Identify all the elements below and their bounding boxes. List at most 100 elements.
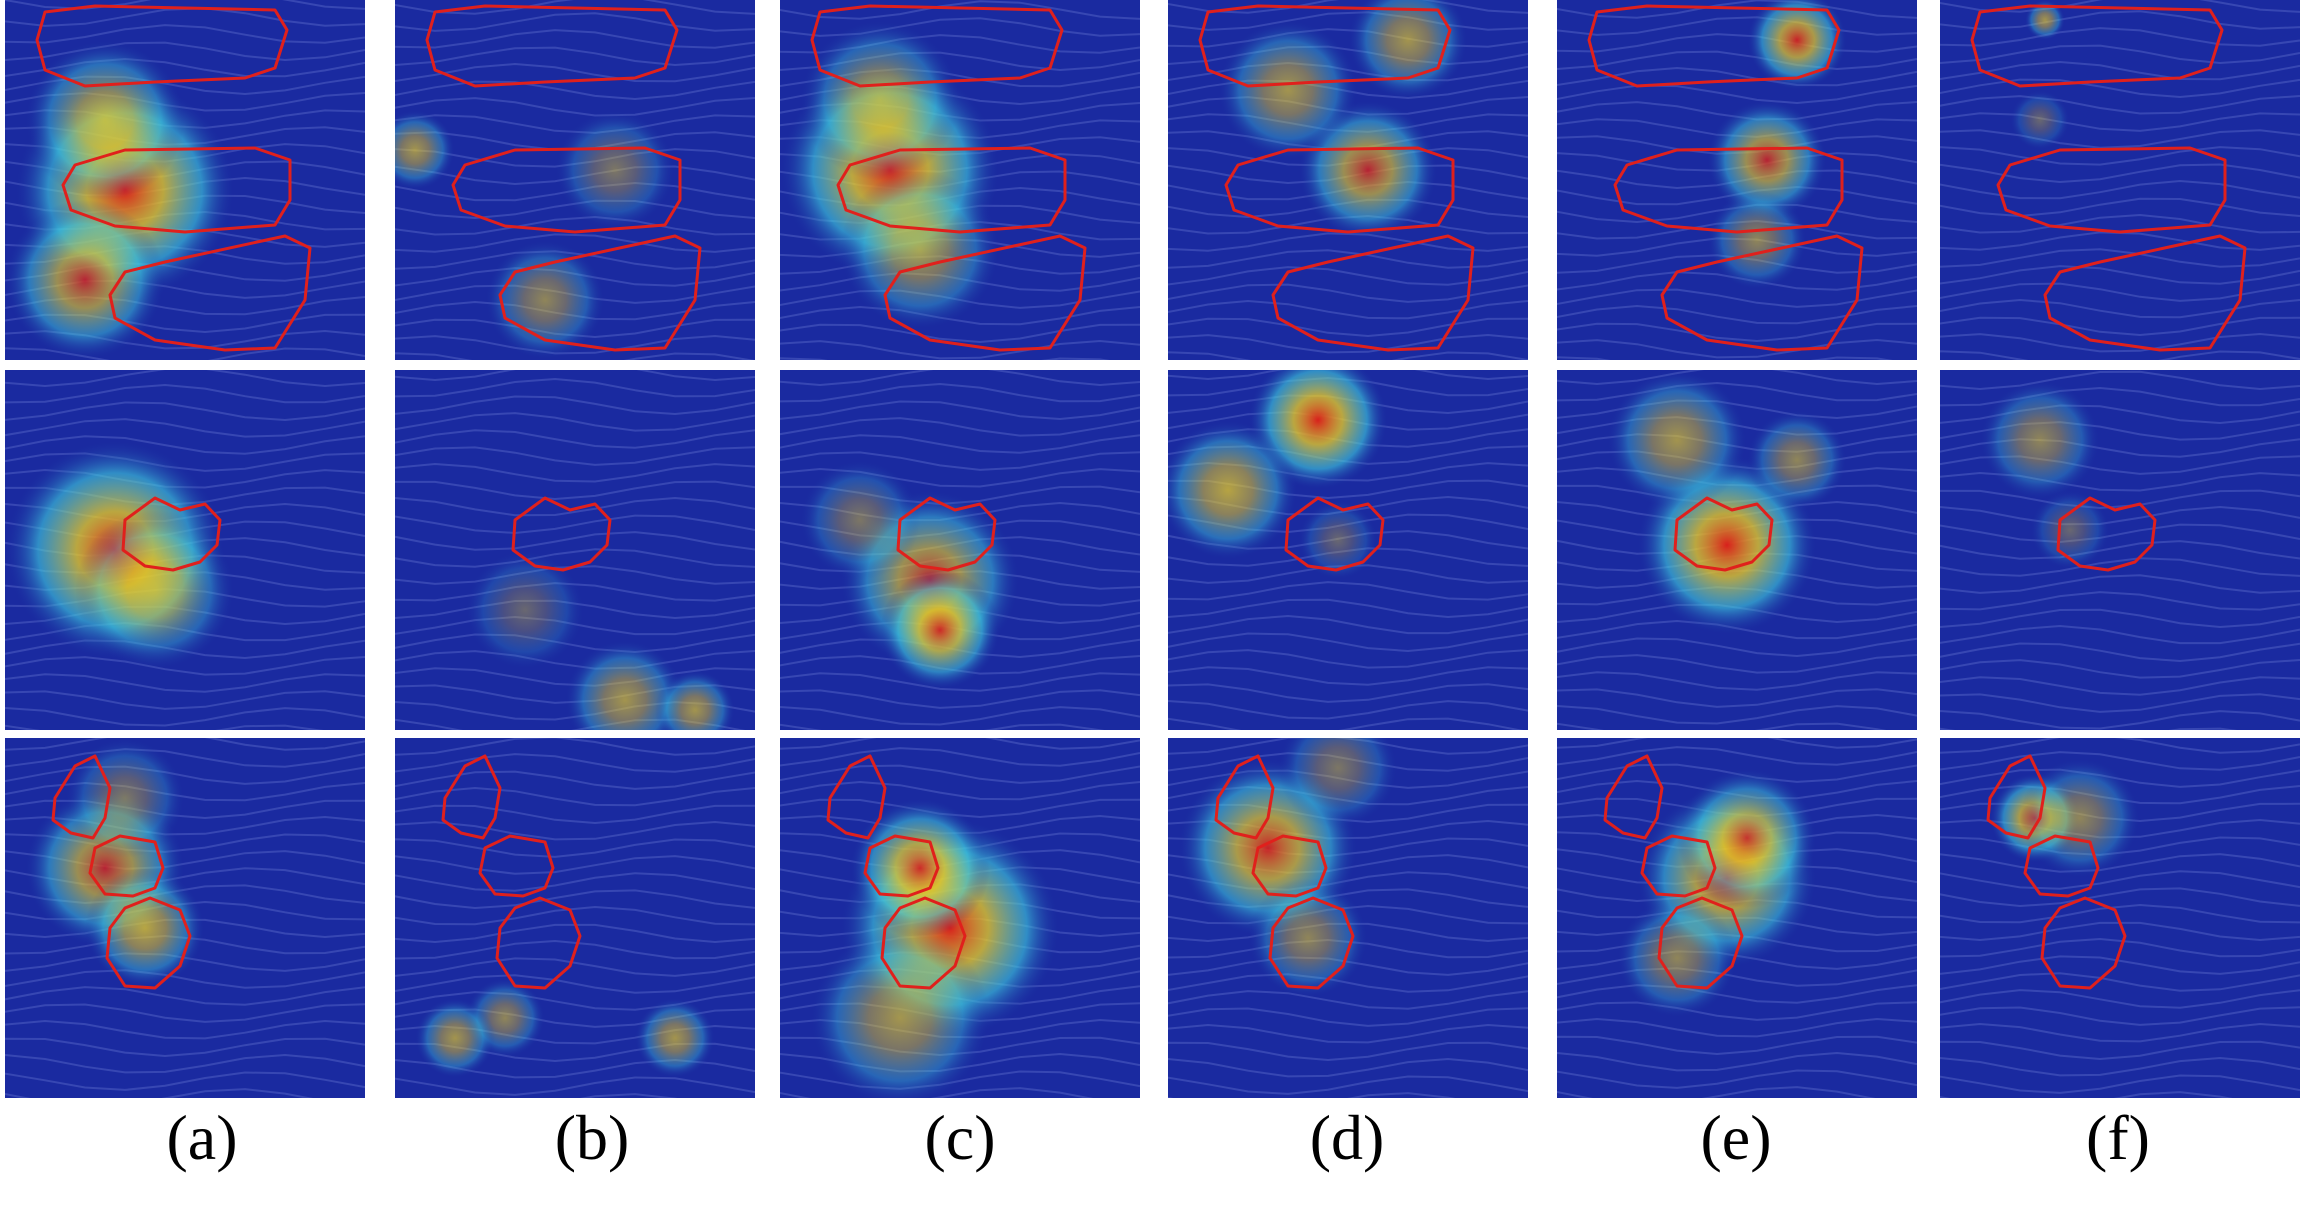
terrain-contour: [1168, 990, 1528, 1010]
terrain-contour: [395, 939, 755, 960]
terrain-contour: [395, 738, 755, 756]
terrain-contour: [1940, 591, 2300, 611]
terrain-contour: [1940, 421, 2300, 441]
terrain-contour: [1557, 1069, 1917, 1089]
terrain-contour: [5, 418, 365, 438]
terrain-contour: [1940, 659, 2300, 679]
terrain-contour: [780, 451, 1140, 471]
terrain-contour: [395, 80, 755, 101]
terrain-contour: [5, 1003, 365, 1023]
landslide-outline: [863, 834, 940, 898]
heatmap-image: [1557, 0, 1917, 360]
terrain-contour: [1557, 1001, 1917, 1021]
terrain-contour: [1168, 717, 1524, 730]
heatmap-image: [395, 0, 755, 360]
terrain-contour: [395, 395, 755, 416]
attention-hotspot: [2010, 90, 2070, 150]
attention-hotspot: [1707, 190, 1807, 290]
terrain-contour: [1557, 1086, 1876, 1098]
column-label-e: (e): [1700, 1102, 1772, 1173]
terrain-contour: [1940, 44, 2300, 65]
terrain-contour: [1557, 0, 1917, 19]
landslide-outline: [1660, 234, 1864, 352]
terrain-contour: [395, 233, 755, 253]
column-label-b: (b): [554, 1102, 630, 1173]
attention-hotspot: [1617, 898, 1737, 1018]
landslide-outline: [1657, 896, 1744, 990]
terrain-contour: [780, 434, 1140, 454]
terrain-contour: [780, 705, 1140, 726]
terrain-contour: [1940, 60, 2300, 81]
landslide-outline: [511, 496, 612, 572]
terrain-contour: [1940, 455, 2300, 475]
heatmap-panel-r1-b: [395, 0, 755, 360]
terrain-contour: [395, 429, 755, 449]
terrain-contour: [1940, 370, 2300, 391]
landslide-outline: [2040, 896, 2127, 990]
attention-hotspot: [2020, 758, 2140, 878]
terrain-contour: [780, 357, 1110, 360]
terrain-contour: [1557, 288, 1917, 308]
terrain-contour: [5, 706, 365, 727]
terrain-contour: [395, 923, 755, 944]
landslide-outline: [826, 754, 887, 840]
terrain-contour: [780, 689, 1140, 709]
heatmap-image: [1940, 0, 2300, 360]
terrain-contour: [395, 889, 755, 910]
terrain-contour: [1557, 66, 1917, 87]
terrain-contour: [1168, 283, 1528, 303]
terrain-contour: [395, 0, 755, 15]
attention-hotspot: [655, 670, 735, 730]
landslide-outline: [883, 234, 1087, 352]
landslide-outline: [880, 896, 967, 990]
terrain-contour: [5, 57, 365, 78]
terrain-contour: [395, 215, 755, 236]
attention-hotspot: [1677, 768, 1817, 908]
terrain-contour: [1557, 304, 1917, 325]
terrain-contour: [780, 34, 1140, 54]
heatmap-image: [780, 370, 1140, 730]
terrain-contour: [5, 986, 365, 1006]
terrain-contour: [1168, 614, 1528, 635]
heatmap-panel-r2-d: [1168, 370, 1528, 730]
landslide-outline: [121, 496, 222, 572]
terrain-contour: [1940, 642, 2300, 663]
terrain-contour: [395, 905, 755, 926]
terrain-contour: [1940, 1006, 2300, 1026]
terrain-contour: [1940, 870, 2300, 890]
terrain-contour: [395, 199, 755, 220]
terrain-contour: [1940, 27, 2300, 47]
landslide-outline: [1284, 496, 1385, 572]
terrain-contour: [1557, 356, 1893, 360]
terrain-contour: [395, 12, 755, 32]
landslide-outline: [35, 4, 289, 88]
landslide-outline: [1214, 754, 1275, 840]
attention-hotspot: [1278, 738, 1398, 828]
terrain-contour: [780, 467, 1140, 488]
attention-hotspot: [850, 798, 990, 938]
terrain-contour: [1940, 282, 2300, 302]
landslide-outline: [1986, 754, 2047, 840]
terrain-contour: [1557, 654, 1917, 674]
heatmap-panel-r2-a: [5, 370, 365, 730]
terrain-contour: [5, 41, 365, 62]
landslide-outline: [1603, 754, 1664, 840]
terrain-contour: [1168, 1057, 1528, 1078]
attention-hotspot: [800, 460, 920, 580]
terrain-contour: [395, 548, 755, 568]
terrain-contour: [1168, 1023, 1528, 1044]
terrain-contour: [1557, 185, 1917, 206]
terrain-contour: [1557, 338, 1917, 359]
attention-hotspot: [810, 928, 990, 1098]
attention-hotspot: [1298, 500, 1378, 580]
landslide-outline: [495, 896, 582, 990]
heatmap-panel-r2-f: [1940, 370, 2300, 730]
terrain-contour: [780, 747, 1140, 767]
terrain-contour: [780, 339, 1140, 360]
terrain-contour: [1557, 84, 1917, 105]
heatmap-panel-r3-e: [1557, 738, 1917, 1098]
landslide-outline: [1970, 4, 2224, 88]
terrain-contour: [5, 738, 365, 751]
heatmap-image: [1168, 738, 1528, 1098]
terrain-contour: [1940, 738, 2300, 754]
